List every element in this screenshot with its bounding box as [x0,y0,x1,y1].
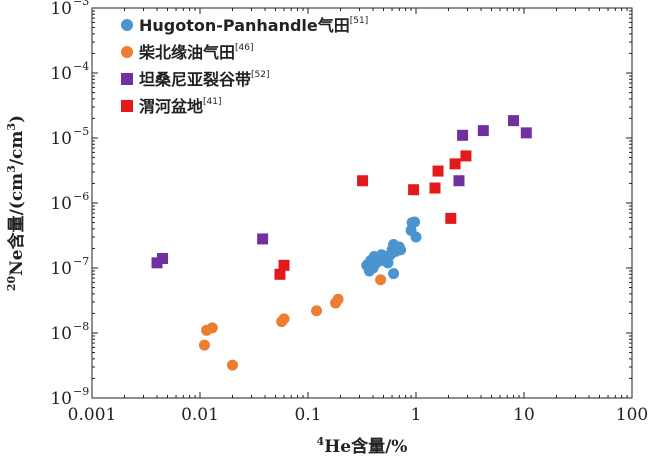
y-tick-exponent: −7 [73,255,89,268]
legend-label: 渭河盆地[41] [139,97,222,116]
data-point [388,268,400,280]
legend-label: 柴北缘油气田[46] [138,43,254,62]
series-3 [274,150,472,280]
y-axis-title: 20Ne含量/(cm3/cm3) [5,115,27,291]
data-point [410,231,422,243]
data-point [227,359,239,371]
data-point [457,129,469,141]
y-tick-exponent: −8 [73,320,89,333]
legend-label: Hugoton-Panhandle气田[51] [139,16,368,35]
axis-ticks: 0.001 0.01 0.1 1 10 10010−910−810−710−610−510… [50,0,648,425]
y-tick-label: 10 [50,389,72,409]
data-point [432,165,444,177]
series-0 [361,216,422,280]
series-2 [151,115,532,269]
data-point [375,274,387,286]
data-point [409,216,421,228]
y-tick-exponent: −4 [73,60,89,73]
y-tick-exponent: −5 [73,125,89,138]
legend-marker [121,100,133,112]
y-tick-label: 10 [50,324,72,344]
y-tick-exponent: −9 [73,385,89,398]
x-tick-label: 10 [513,405,535,425]
x-axis-title: 4He含量/% [317,435,408,457]
x-tick-label: 100 [616,405,648,425]
legend-marker [121,46,133,58]
x-tick-label: 0.1 [294,405,321,425]
legend-label: 坦桑尼亚裂谷带[52] [139,70,270,89]
x-tick-label: 0.001 [68,405,117,425]
data-point [157,253,169,265]
data-point [257,233,269,245]
legend-marker [121,19,133,31]
data-point [429,182,441,194]
data-points [151,115,532,371]
y-tick-label: 10 [50,129,72,149]
x-tick-label: 0.01 [181,405,219,425]
data-point [395,244,407,256]
y-tick-label: 10 [50,64,72,84]
data-point [508,115,520,127]
data-point [460,150,472,162]
data-point [206,322,218,334]
data-point [311,305,323,317]
legend-marker [121,73,133,85]
data-point [332,293,344,305]
data-point [449,158,461,170]
data-point [477,125,489,137]
x-tick-label: 1 [411,405,422,425]
y-tick-exponent: −3 [73,0,89,8]
y-tick-label: 10 [50,0,72,19]
legend: Hugoton-Panhandle气田[51] 柴北缘油气田[46] 坦桑尼亚裂谷带… [121,16,368,116]
data-point [520,127,532,139]
series-1 [198,274,387,371]
y-tick-label: 10 [50,194,72,214]
data-point [151,257,163,269]
y-tick-exponent: −6 [73,190,89,203]
data-point [445,212,457,224]
data-point [198,339,210,351]
data-point [278,259,290,271]
data-point [408,184,420,196]
data-point [278,313,290,325]
y-tick-label: 10 [50,259,72,279]
data-point [274,268,286,280]
data-point [357,175,369,187]
data-point [453,175,465,187]
plot-frame [91,7,633,399]
